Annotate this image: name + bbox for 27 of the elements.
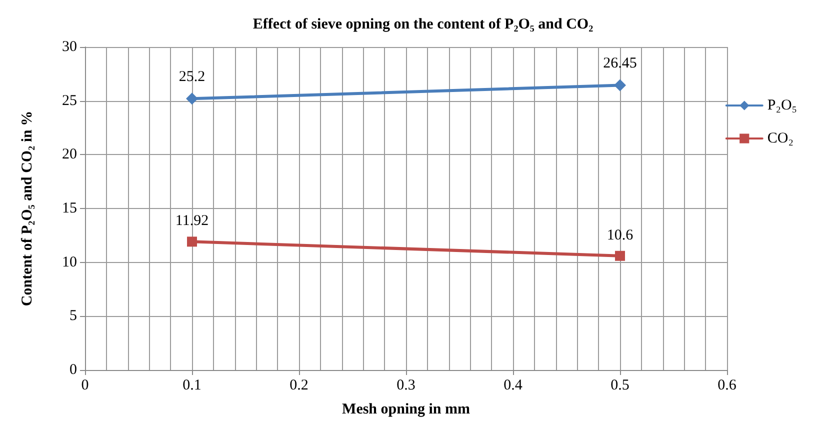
y-tick-label: 25 (62, 92, 77, 109)
x-tick-label: 0.5 (610, 378, 630, 394)
x-tick-label: 0.4 (504, 378, 523, 394)
y-tick-label: 30 (62, 39, 77, 55)
x-tick-label: 0.6 (718, 378, 737, 394)
legend-label: CO₂ (767, 130, 794, 146)
point (614, 79, 626, 92)
x-tick-label: 0.1 (182, 378, 202, 394)
legend-label: P₂O₅ (767, 98, 798, 114)
y-axis-title: Content of P₂O₅ and CO₂ in % (20, 110, 36, 306)
point (187, 236, 197, 247)
y-tick-label: 20 (62, 146, 77, 163)
data-label: 11.92 (175, 213, 209, 230)
data-label: 26.45 (603, 56, 637, 72)
y-tick-label: 10 (62, 254, 77, 270)
x-axis-title: Mesh opning in mm (342, 402, 470, 418)
y-tick-label: 0 (70, 362, 77, 378)
x-tick-label: 0.2 (290, 378, 308, 394)
point (186, 92, 198, 105)
x-tick-label: 0.3 (396, 378, 416, 394)
x-tick-label: 0 (81, 378, 89, 394)
point (615, 250, 625, 261)
y-tick-label: 15 (62, 200, 77, 216)
data-label: 25.2 (178, 69, 206, 86)
chart-title: Effect of sieve opning on the content of P₂O₅ and CO₂ (252, 16, 594, 32)
data-label: 10.6 (606, 227, 634, 244)
y-tick-label: 5 (70, 308, 77, 324)
